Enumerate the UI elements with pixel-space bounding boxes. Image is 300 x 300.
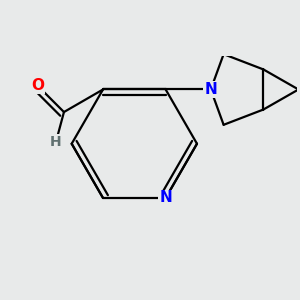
Text: O: O: [31, 78, 44, 93]
Text: N: N: [204, 82, 217, 97]
Text: H: H: [50, 135, 62, 149]
Text: N: N: [159, 190, 172, 206]
